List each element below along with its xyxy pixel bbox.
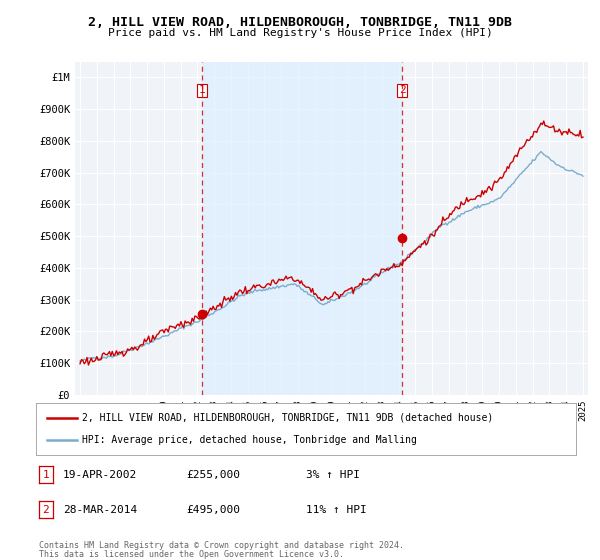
Text: 19-APR-2002: 19-APR-2002 [63,470,137,480]
Bar [202,62,402,395]
Text: 1: 1 [43,470,49,480]
Text: 11% ↑ HPI: 11% ↑ HPI [306,505,367,515]
Text: 2: 2 [43,505,49,515]
Text: 2, HILL VIEW ROAD, HILDENBOROUGH, TONBRIDGE, TN11 9DB (detached house): 2, HILL VIEW ROAD, HILDENBOROUGH, TONBRI… [82,413,493,423]
Text: 2, HILL VIEW ROAD, HILDENBOROUGH, TONBRIDGE, TN11 9DB: 2, HILL VIEW ROAD, HILDENBOROUGH, TONBRI… [88,16,512,29]
Text: 3% ↑ HPI: 3% ↑ HPI [306,470,360,480]
Text: HPI: Average price, detached house, Tonbridge and Malling: HPI: Average price, detached house, Tonb… [82,435,417,445]
Text: £255,000: £255,000 [186,470,240,480]
Text: 2: 2 [399,86,406,95]
Text: £495,000: £495,000 [186,505,240,515]
Text: 28-MAR-2014: 28-MAR-2014 [63,505,137,515]
Text: Price paid vs. HM Land Registry's House Price Index (HPI): Price paid vs. HM Land Registry's House … [107,28,493,38]
Text: 1: 1 [199,86,206,95]
Text: Contains HM Land Registry data © Crown copyright and database right 2024.: Contains HM Land Registry data © Crown c… [39,541,404,550]
Text: This data is licensed under the Open Government Licence v3.0.: This data is licensed under the Open Gov… [39,550,344,559]
